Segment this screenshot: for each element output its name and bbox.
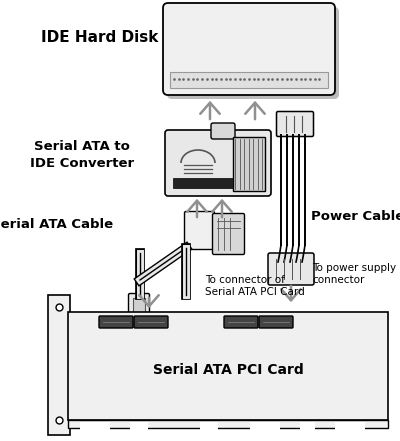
- FancyBboxPatch shape: [276, 112, 314, 137]
- FancyBboxPatch shape: [268, 253, 314, 285]
- Bar: [200, 422, 218, 432]
- FancyBboxPatch shape: [211, 123, 235, 139]
- Bar: [80, 422, 110, 432]
- FancyBboxPatch shape: [134, 316, 168, 328]
- Bar: [68, 312, 388, 420]
- Bar: [133, 298, 145, 314]
- FancyBboxPatch shape: [165, 130, 271, 196]
- Text: Serial ATA Cable: Serial ATA Cable: [0, 218, 113, 231]
- Bar: [233, 137, 265, 191]
- Text: Power Cable: Power Cable: [311, 210, 400, 223]
- FancyBboxPatch shape: [224, 316, 258, 328]
- Bar: [300, 422, 315, 432]
- Text: To connector of
Serial ATA PCI Card: To connector of Serial ATA PCI Card: [205, 275, 305, 297]
- Text: Serial ATA to
IDE Converter: Serial ATA to IDE Converter: [30, 140, 134, 170]
- FancyBboxPatch shape: [259, 316, 293, 328]
- Text: Serial ATA PCI Card: Serial ATA PCI Card: [153, 363, 303, 377]
- FancyBboxPatch shape: [212, 213, 244, 254]
- Text: IDE Hard Disk: IDE Hard Disk: [41, 30, 159, 45]
- Bar: [335, 422, 365, 432]
- FancyBboxPatch shape: [99, 316, 133, 328]
- Bar: [170, 72, 328, 88]
- Text: To power supply
connector: To power supply connector: [312, 263, 396, 284]
- Bar: [48, 295, 70, 435]
- Bar: [68, 420, 388, 428]
- FancyBboxPatch shape: [167, 7, 339, 99]
- Bar: [173, 178, 233, 188]
- Bar: [130, 422, 148, 432]
- FancyBboxPatch shape: [163, 3, 335, 95]
- Bar: [250, 422, 280, 432]
- FancyBboxPatch shape: [184, 212, 214, 250]
- FancyBboxPatch shape: [128, 294, 150, 318]
